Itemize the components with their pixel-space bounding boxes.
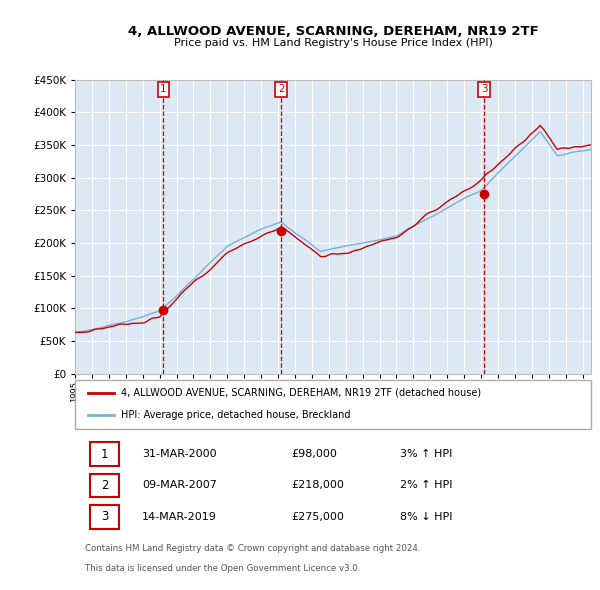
Text: 3: 3 [101, 510, 109, 523]
Text: 2: 2 [278, 84, 284, 94]
Text: 14-MAR-2019: 14-MAR-2019 [142, 512, 217, 522]
FancyBboxPatch shape [75, 379, 591, 428]
Text: HPI: Average price, detached house, Breckland: HPI: Average price, detached house, Brec… [121, 411, 351, 420]
Text: 2: 2 [101, 479, 109, 492]
Text: £218,000: £218,000 [292, 480, 344, 490]
Text: 09-MAR-2007: 09-MAR-2007 [142, 480, 217, 490]
FancyBboxPatch shape [91, 442, 119, 466]
Text: 4, ALLWOOD AVENUE, SCARNING, DEREHAM, NR19 2TF: 4, ALLWOOD AVENUE, SCARNING, DEREHAM, NR… [128, 25, 538, 38]
Text: 3% ↑ HPI: 3% ↑ HPI [400, 449, 452, 459]
Text: 1: 1 [160, 84, 167, 94]
Text: £275,000: £275,000 [292, 512, 344, 522]
Text: 8% ↓ HPI: 8% ↓ HPI [400, 512, 452, 522]
Text: 3: 3 [481, 84, 488, 94]
Text: 31-MAR-2000: 31-MAR-2000 [142, 449, 217, 459]
Text: 1: 1 [101, 448, 109, 461]
Text: 2% ↑ HPI: 2% ↑ HPI [400, 480, 452, 490]
FancyBboxPatch shape [91, 474, 119, 497]
Text: 4, ALLWOOD AVENUE, SCARNING, DEREHAM, NR19 2TF (detached house): 4, ALLWOOD AVENUE, SCARNING, DEREHAM, NR… [121, 388, 482, 398]
FancyBboxPatch shape [91, 505, 119, 529]
Text: This data is licensed under the Open Government Licence v3.0.: This data is licensed under the Open Gov… [85, 564, 361, 573]
Text: £98,000: £98,000 [292, 449, 338, 459]
Text: Contains HM Land Registry data © Crown copyright and database right 2024.: Contains HM Land Registry data © Crown c… [85, 543, 421, 552]
Text: Price paid vs. HM Land Registry's House Price Index (HPI): Price paid vs. HM Land Registry's House … [173, 38, 493, 48]
